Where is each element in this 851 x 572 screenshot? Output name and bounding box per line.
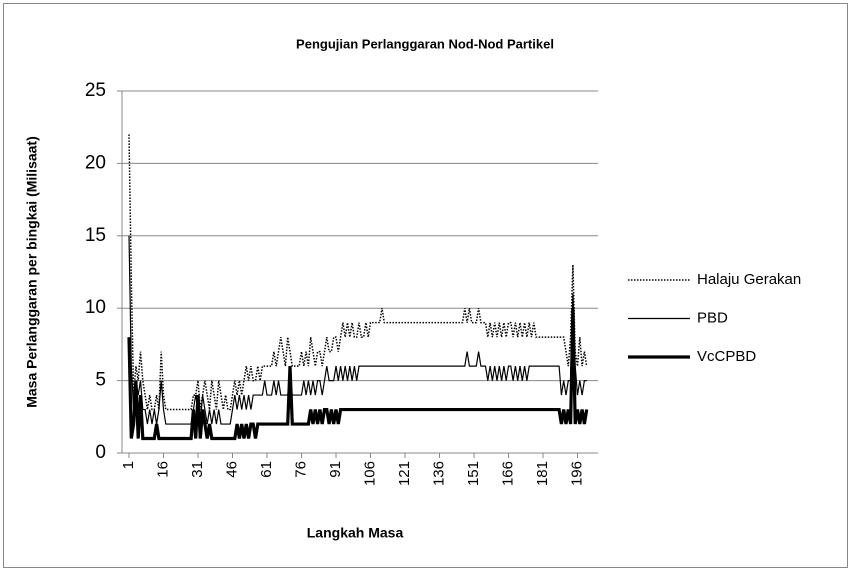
x-tick-label: 46 [223, 461, 240, 478]
x-tick-label: 31 [189, 461, 206, 478]
series-line [128, 235, 587, 425]
x-tick-label: 136 [430, 461, 447, 486]
legend-label: VcCPBD [697, 348, 756, 365]
x-tick-label: 76 [292, 461, 309, 478]
x-tick-label: 181 [534, 461, 551, 486]
y-tick-label: 20 [85, 152, 106, 173]
y-tick-label: 0 [95, 442, 106, 463]
series-line [128, 134, 588, 411]
series-line [127, 308, 589, 441]
chart-border [3, 3, 848, 568]
x-tick-label: 61 [258, 461, 275, 478]
legend-label: PBD [697, 309, 728, 326]
x-tick-label: 121 [396, 461, 413, 486]
x-axis-label: Langkah Masa [307, 525, 404, 541]
y-tick-label: 25 [85, 80, 106, 101]
x-tick-label: 196 [568, 461, 585, 486]
x-tick-label: 16 [154, 461, 171, 478]
y-tick-label: 5 [95, 370, 106, 391]
y-axis-label: Masa Perlanggaran per bingkai (Milisaat) [24, 136, 40, 408]
y-tick-label: 10 [85, 297, 106, 318]
x-tick-label: 151 [465, 461, 482, 486]
x-tick-label: 1 [120, 461, 137, 469]
chart-title: Pengujian Perlanggaran Nod-Nod Partikel [296, 36, 554, 51]
legend-label: Halaju Gerakan [697, 271, 801, 288]
x-tick-label: 91 [327, 461, 344, 478]
y-tick-label: 15 [85, 225, 106, 246]
x-tick-label: 106 [361, 461, 378, 486]
x-tick-label: 166 [499, 461, 516, 486]
